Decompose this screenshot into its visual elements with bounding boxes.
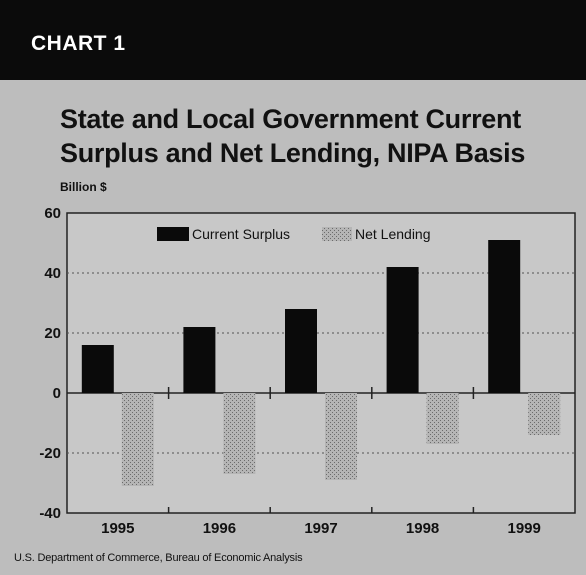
legend-swatch-net-lending [322, 227, 352, 241]
bar-current-surplus [183, 327, 216, 393]
bar-current-surplus [386, 267, 419, 393]
x-tick-label: 1996 [203, 520, 236, 537]
y-axis-unit-label: Billion $ [60, 180, 107, 194]
source-note: U.S. Department of Commerce, Bureau of E… [14, 552, 303, 564]
bar-net-lending [528, 393, 561, 435]
y-tick-label: -20 [39, 445, 61, 462]
y-tick-label: -40 [39, 505, 61, 522]
y-tick-label: 20 [44, 325, 61, 342]
bar-net-lending [223, 393, 256, 474]
chart-number-label: CHART 1 [31, 32, 126, 55]
y-tick-label: 0 [53, 385, 61, 402]
x-tick-label: 1998 [406, 520, 439, 537]
x-tick-label: 1995 [101, 520, 134, 537]
y-tick-label: 60 [44, 205, 61, 222]
x-tick-label: 1999 [508, 520, 541, 537]
bar-net-lending [426, 393, 459, 444]
legend-label-net-lending: Net Lending [355, 226, 431, 242]
chart-title: State and Local Government Current Surpl… [60, 104, 526, 168]
legend-label-current-surplus: Current Surplus [192, 226, 290, 242]
bar-net-lending [121, 393, 154, 486]
x-tick-label: 1997 [304, 520, 337, 537]
chart-header-banner: CHART 1 [0, 0, 586, 80]
legend-swatch-current-surplus [157, 227, 189, 241]
bar-current-surplus [81, 345, 114, 393]
y-tick-label: 40 [44, 265, 61, 282]
bar-current-surplus [285, 309, 317, 393]
bar-net-lending [325, 393, 357, 480]
bar-current-surplus [488, 240, 521, 393]
